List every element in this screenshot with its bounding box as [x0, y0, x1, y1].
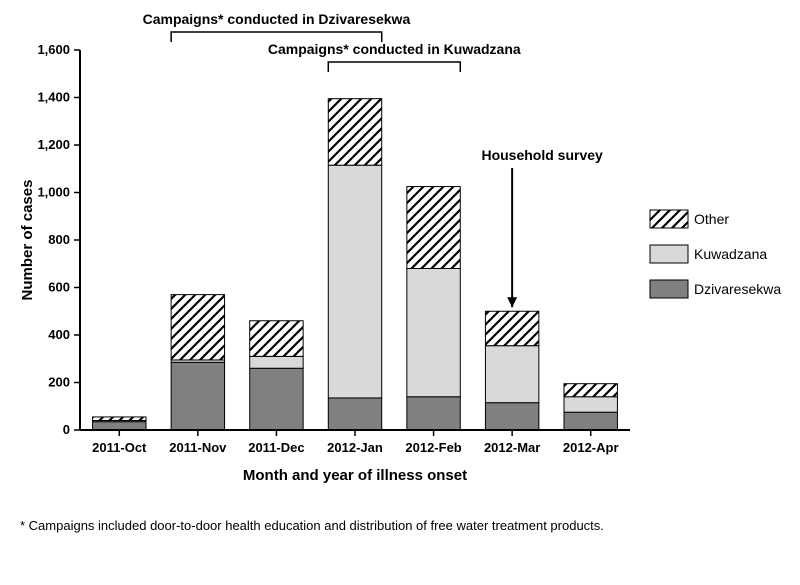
x-tick-label: 2011-Oct — [92, 440, 147, 455]
bar-segment — [328, 165, 381, 398]
survey-label: Household survey — [481, 147, 603, 163]
svg-text:400: 400 — [48, 327, 70, 342]
legend-label: Kuwadzana — [694, 246, 767, 262]
bar-segment — [328, 99, 381, 166]
bar-segment — [407, 187, 460, 269]
bar-segment — [171, 362, 224, 430]
bar-segment — [250, 321, 303, 357]
bar-segment — [93, 417, 146, 421]
bar-segment — [564, 384, 617, 397]
bar-segment — [171, 295, 224, 360]
legend-swatch — [650, 245, 688, 263]
legend-label: Other — [694, 211, 729, 227]
bar-segment — [485, 346, 538, 403]
chart-container: 0 200 400 600 800 1,000 1,200 1,400 1,600 2011-Oc… — [10, 10, 790, 510]
legend-swatch — [650, 280, 688, 298]
bar-segment — [250, 368, 303, 430]
x-tick-label: 2012-Mar — [484, 440, 540, 455]
stacked-bar-chart: 0 200 400 600 800 1,000 1,200 1,400 1,600 2011-Oc… — [10, 10, 790, 510]
survey-arrow-head — [507, 297, 517, 307]
svg-text:1,200: 1,200 — [37, 137, 70, 152]
annotation-label: Campaigns* conducted in Dzivaresekwa — [143, 11, 411, 27]
y-axis-label: Number of cases — [19, 180, 36, 301]
legend-label: Dzivaresekwa — [694, 281, 781, 297]
bar-segment — [407, 397, 460, 430]
x-tick-label: 2012-Feb — [405, 440, 461, 455]
svg-text:0: 0 — [63, 422, 70, 437]
svg-text:600: 600 — [48, 280, 70, 295]
x-tick-label: 2012-Jan — [327, 440, 383, 455]
bar-segment — [407, 269, 460, 397]
bar-segment — [564, 412, 617, 430]
bar-segment — [564, 397, 617, 412]
svg-text:200: 200 — [48, 375, 70, 390]
svg-text:1,000: 1,000 — [37, 185, 70, 200]
svg-text:1,600: 1,600 — [37, 42, 70, 57]
x-tick-label: 2011-Nov — [169, 440, 227, 455]
bracket — [328, 62, 460, 72]
footnote: * Campaigns included door-to-door health… — [20, 518, 790, 533]
bar-segment — [250, 356, 303, 368]
bar-segment — [328, 398, 381, 430]
x-axis-label: Month and year of illness onset — [243, 467, 467, 484]
svg-text:1,400: 1,400 — [37, 90, 70, 105]
legend-swatch — [650, 210, 688, 228]
bar-segment — [93, 422, 146, 430]
bar-segment — [485, 311, 538, 345]
annotation-label: Campaigns* conducted in Kuwadzana — [268, 41, 521, 57]
bar-segment — [485, 403, 538, 430]
x-tick-label: 2012-Apr — [563, 440, 619, 455]
svg-text:800: 800 — [48, 232, 70, 247]
x-tick-label: 2011-Dec — [248, 440, 304, 455]
